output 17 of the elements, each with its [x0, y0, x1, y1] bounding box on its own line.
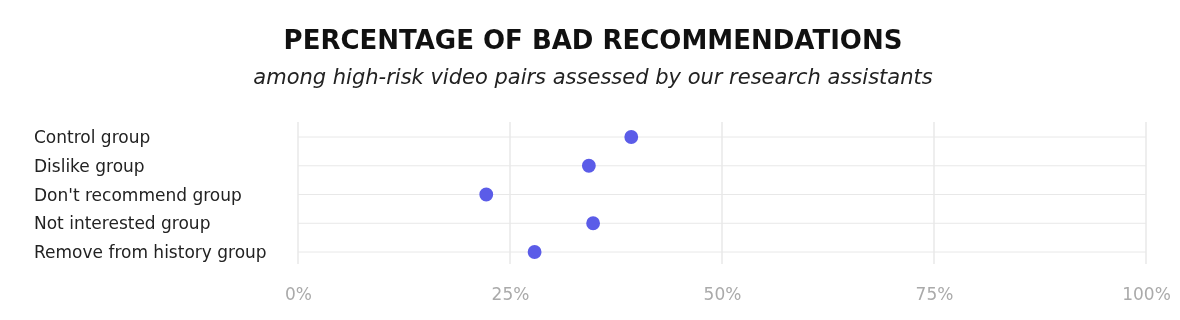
x-tick-label: 25%: [491, 284, 530, 305]
y-tick-label: Remove from history group: [34, 242, 267, 262]
x-tick-label: 50%: [703, 284, 742, 305]
point: [527, 245, 542, 259]
point: [624, 130, 639, 144]
y-tick-label: Control group: [34, 127, 151, 147]
x-tick-label: 0%: [285, 284, 312, 305]
y-tick-label: Don't recommend group: [34, 184, 242, 205]
point: [479, 187, 494, 202]
x-tick-label: 100%: [1122, 284, 1171, 305]
point: [586, 216, 601, 231]
y-tick-label: Not interested group: [34, 213, 211, 234]
chart-subtitle: among high-risk video pairs assessed by our research assistants: [253, 65, 933, 89]
point: [581, 158, 596, 173]
y-tick-label: Dislike group: [34, 155, 145, 176]
x-tick-label: 75%: [915, 284, 954, 305]
chart-title: PERCENTAGE OF BAD RECOMMENDATIONS: [283, 25, 903, 55]
